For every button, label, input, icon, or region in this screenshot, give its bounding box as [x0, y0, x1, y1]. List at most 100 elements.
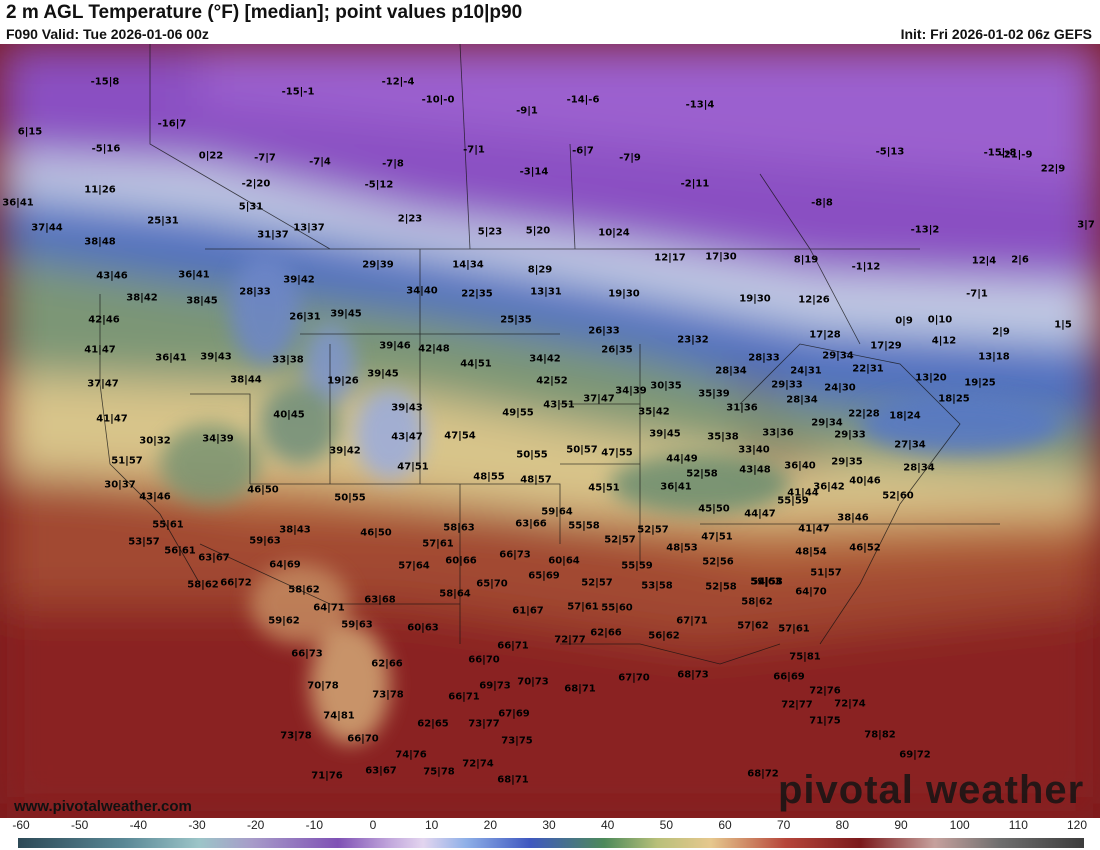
- point-value-label: 38|48: [84, 236, 116, 248]
- point-value-label: 43|46: [139, 491, 171, 503]
- point-value-label: 12|17: [654, 252, 686, 264]
- point-value-label: 17|30: [705, 251, 737, 263]
- point-value-label: 2|6: [1011, 254, 1029, 266]
- point-value-label: 34|39: [615, 385, 647, 397]
- point-value-label: 33|36: [762, 427, 794, 439]
- point-value-label: -10|-0: [421, 94, 455, 106]
- point-value-label: 38|45: [186, 295, 218, 307]
- point-value-label: 57|64: [398, 560, 430, 572]
- point-value-label: 28|33: [239, 286, 271, 298]
- point-value-label: -7|8: [382, 158, 404, 170]
- point-value-label: 62|66: [371, 658, 403, 670]
- website-credit: www.pivotalweather.com: [14, 798, 192, 815]
- point-value-label: 63|68: [364, 594, 396, 606]
- point-value-label: 30|35: [650, 380, 682, 392]
- point-value-label: 47|51: [701, 531, 733, 543]
- point-value-label: 28|34: [786, 394, 818, 406]
- point-value-label: 41|47: [798, 523, 830, 535]
- point-value-label: -14|-6: [566, 94, 600, 106]
- point-value-label: 57|61: [567, 601, 599, 613]
- point-value-label: 17|28: [809, 329, 841, 341]
- point-value-label: 37|47: [583, 393, 615, 405]
- point-value-label: 72|76: [809, 685, 841, 697]
- point-value-label: 42|46: [88, 314, 120, 326]
- point-value-label: 29|35: [831, 456, 863, 468]
- point-value-label: 52|58: [705, 581, 737, 593]
- point-value-label: -7|1: [966, 288, 988, 300]
- point-value-label: 55|61: [152, 519, 184, 531]
- point-value-label: 0|9: [895, 315, 913, 327]
- point-value-label: -3|14: [519, 166, 549, 178]
- point-value-label: 72|77: [554, 634, 586, 646]
- point-value-label: 62|66: [590, 627, 622, 639]
- point-value-label: 61|67: [512, 605, 544, 617]
- point-value-label: 51|57: [111, 455, 143, 467]
- point-value-label: 49|55: [502, 407, 534, 419]
- point-value-label: 38|46: [837, 512, 869, 524]
- point-value-label: 28|33: [748, 352, 780, 364]
- point-value-label: 30|32: [139, 435, 171, 447]
- point-value-label: 75|78: [423, 766, 455, 778]
- point-value-label: 43|48: [739, 464, 771, 476]
- point-value-label: 66|70: [347, 733, 379, 745]
- point-value-label: 26|31: [289, 311, 321, 323]
- point-value-label: 26|33: [588, 325, 620, 337]
- point-value-label: 66|73: [291, 648, 323, 660]
- point-value-label: -7|1: [463, 144, 485, 156]
- point-value-label: 58|62: [741, 596, 773, 608]
- point-value-label: 13|37: [293, 222, 325, 234]
- colorbar-tick-label: -60: [12, 818, 30, 832]
- model-init-time: Init: Fri 2026-01-02 06z GEFS: [900, 26, 1092, 42]
- map-title: 2 m AGL Temperature (°F) [median]; point…: [6, 2, 523, 23]
- point-value-label: 25|35: [500, 314, 532, 326]
- point-value-label: 74|81: [323, 710, 355, 722]
- point-value-label: 43|47: [391, 431, 423, 443]
- point-value-label: 64|69: [269, 559, 301, 571]
- point-value-label: 5|31: [238, 201, 264, 213]
- point-value-label: 63|66: [515, 518, 547, 530]
- point-value-label: 48|54: [795, 546, 827, 558]
- point-value-label: 11|26: [84, 184, 116, 196]
- point-value-label: 2|9: [992, 326, 1010, 338]
- point-value-label: 31|37: [257, 229, 289, 241]
- point-value-label: 0|22: [198, 150, 224, 162]
- point-value-label: 58|63: [443, 522, 475, 534]
- point-value-label: 26|35: [601, 344, 633, 356]
- point-value-label: 68|71: [497, 774, 529, 786]
- point-value-label: 60|63: [407, 622, 439, 634]
- point-value-label: -21|-9: [999, 149, 1033, 161]
- point-value-label: 6|15: [17, 126, 43, 138]
- point-value-label: -2|20: [241, 178, 271, 190]
- colorbar-tick-label: 0: [369, 818, 377, 832]
- temperature-map: -15|8 -15|-1 -12|-4 -10|-0 -9|1 -14|-6 -13|4 6|…: [0, 44, 1100, 818]
- point-value-label: 41|47: [84, 344, 116, 356]
- point-value-label: 52|58: [686, 468, 718, 480]
- point-value-label: 66|72: [220, 577, 252, 589]
- point-value-label: 58|62: [288, 584, 320, 596]
- point-value-label: 28|34: [715, 365, 747, 377]
- point-value-label: 59|62: [268, 615, 300, 627]
- colorbar-tick-label: -40: [129, 818, 147, 832]
- point-value-label: 39|42: [329, 445, 361, 457]
- point-value-label: 45|51: [588, 482, 620, 494]
- point-value-label: 57|61: [778, 623, 810, 635]
- point-value-label: 36|41: [155, 352, 187, 364]
- point-value-label: 55|60: [601, 602, 633, 614]
- point-value-label: 48|55: [473, 471, 505, 483]
- point-value-label: 10|24: [598, 227, 630, 239]
- colorbar-tick-label: 80: [835, 818, 850, 832]
- point-value-label: 74|76: [395, 749, 427, 761]
- point-value-label: 37|47: [87, 378, 119, 390]
- point-value-label: 69|72: [899, 749, 931, 761]
- point-value-label: 64|70: [795, 586, 827, 598]
- point-value-label: 65|70: [476, 578, 508, 590]
- point-value-label: 55|58: [568, 520, 600, 532]
- point-value-label: 68|71: [564, 683, 596, 695]
- point-value-label: 27|34: [894, 439, 926, 451]
- point-value-label: 59|64: [541, 506, 573, 518]
- point-value-label: 56|62: [648, 630, 680, 642]
- point-value-label: -13|4: [685, 99, 715, 111]
- point-value-label: 0|10: [927, 314, 953, 326]
- point-value-label: -9|1: [516, 105, 538, 117]
- temperature-field: [0, 44, 1100, 818]
